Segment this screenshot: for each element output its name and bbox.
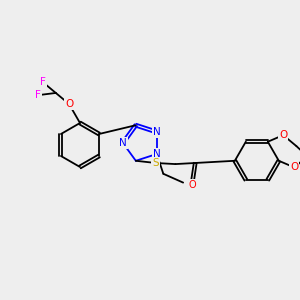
Text: O: O: [188, 180, 196, 190]
Text: N: N: [153, 149, 160, 159]
Text: N: N: [153, 127, 160, 137]
Text: O: O: [290, 162, 298, 172]
Text: O: O: [65, 99, 73, 109]
Text: F: F: [35, 90, 41, 100]
Text: F: F: [40, 77, 46, 87]
Text: O: O: [279, 130, 287, 140]
Text: N: N: [119, 138, 127, 148]
Text: S: S: [152, 158, 159, 168]
